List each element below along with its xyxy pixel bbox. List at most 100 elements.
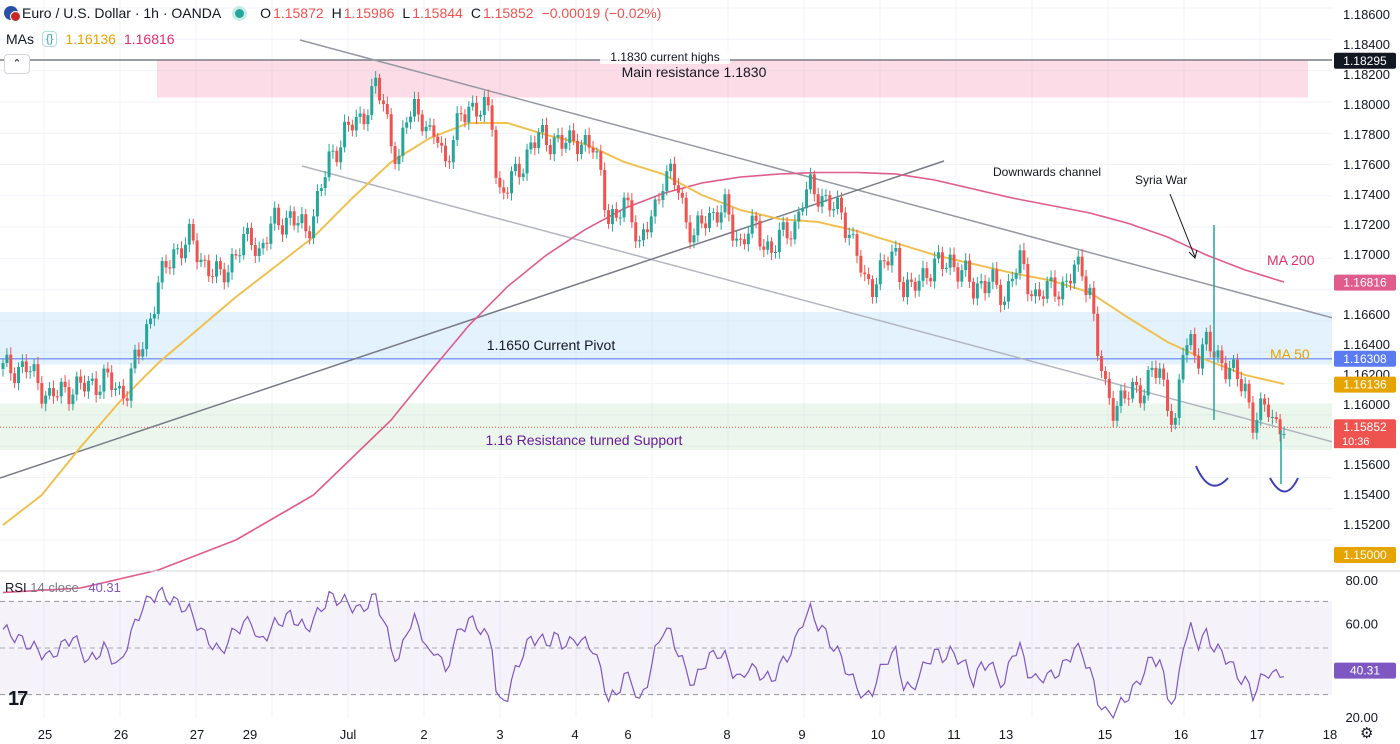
candle-body [692, 235, 696, 243]
candle-body [742, 239, 746, 245]
candle-body [1228, 367, 1232, 380]
candle-body [428, 125, 432, 127]
bottom-marker [1195, 465, 1229, 487]
candle-body [770, 241, 774, 253]
candle-body [711, 212, 715, 214]
candle-body [110, 372, 114, 391]
candle-body [129, 368, 133, 401]
price-tag [1334, 274, 1396, 291]
candle-body [560, 134, 564, 149]
candle-body [296, 222, 300, 226]
candle-body [517, 163, 521, 178]
high-value: 1.15986 [343, 5, 395, 21]
candle-body [801, 208, 805, 212]
candle-body [999, 284, 1003, 305]
candle-body [44, 395, 48, 404]
candle-body [587, 134, 591, 148]
candle-body [401, 127, 405, 156]
price-tick-label: 1.15200 [1343, 517, 1390, 532]
candle-body [1158, 368, 1162, 378]
ma-legend[interactable]: MAs {} 1.16136 1.16816 [6, 31, 175, 47]
candle-body [599, 151, 603, 170]
code-icon[interactable]: {} [42, 31, 58, 47]
candle-body [444, 145, 448, 162]
candle-body [327, 151, 331, 178]
candle-body [494, 129, 498, 178]
candle-body [1127, 398, 1131, 400]
candle-body [777, 229, 781, 253]
candle-body [1255, 420, 1259, 433]
countdown-label: 10:36 [1342, 436, 1370, 448]
candle-body [839, 197, 843, 213]
price-tick-label: 1.18400 [1343, 37, 1390, 52]
channel-upper-line [299, 39, 1334, 319]
ma50-label: MA 50 [1270, 346, 1310, 362]
candle-body [230, 254, 234, 273]
close-value: 1.15852 [482, 5, 534, 21]
time-tick-label: 11 [947, 727, 961, 742]
candle-body [1, 363, 5, 369]
candle-body [874, 284, 878, 297]
candle-body [727, 194, 731, 215]
candle-body [696, 215, 700, 236]
candle-body [576, 140, 580, 155]
candle-body [995, 269, 999, 285]
candle-body [983, 281, 987, 294]
candle-body [24, 361, 28, 372]
candle-body [331, 150, 335, 152]
candle-body [626, 197, 630, 201]
candle-body [40, 383, 44, 404]
candle-body [991, 269, 995, 282]
candle-body [634, 222, 638, 242]
rsi-legend[interactable]: RSI 14 close 40.31 [5, 580, 121, 595]
candle-body [618, 217, 622, 219]
candle-body [180, 248, 184, 259]
collapse-legend-button[interactable]: ⌃ [4, 54, 30, 74]
candle-body [929, 277, 933, 282]
gear-icon[interactable]: ⚙ [1360, 725, 1374, 742]
candle-body [987, 281, 991, 294]
candle-body [1200, 344, 1204, 369]
candle-body [933, 258, 937, 282]
candle-body [168, 267, 172, 269]
candle-body [397, 155, 401, 164]
candle-body [707, 213, 711, 229]
candle-body [882, 260, 886, 262]
candle-body [851, 234, 855, 236]
price-tick-label: 1.18200 [1343, 67, 1390, 82]
candle-body [436, 136, 440, 143]
chevron-up-icon: ⌃ [12, 58, 22, 70]
candle-body [758, 220, 762, 247]
candle-body [1053, 277, 1057, 297]
candle-body [1259, 398, 1263, 421]
candle-body [478, 114, 482, 117]
symbol-title[interactable]: Euro / U.S. Dollar · 1h · OANDA [22, 5, 222, 21]
candle-body [513, 163, 517, 172]
price-axis [1332, 0, 1400, 744]
rsi-settings: 14 close [30, 580, 79, 595]
candle-body [1224, 363, 1228, 380]
candle-body [86, 380, 90, 392]
candle-body [607, 210, 611, 225]
price-tick-label: 1.16400 [1343, 337, 1390, 352]
candle-body [94, 378, 98, 396]
rsi-label: RSI [5, 580, 27, 595]
candle-body [968, 260, 972, 282]
candle-body [265, 242, 269, 244]
candle-body [1166, 379, 1170, 411]
candle-body [1193, 333, 1197, 356]
ma200-label: MA 200 [1267, 252, 1315, 268]
price-tick-label: 1.15400 [1343, 487, 1390, 502]
candle-body [975, 283, 979, 299]
candle-body [789, 238, 793, 240]
candle-body [878, 260, 882, 285]
candle-body [106, 368, 110, 373]
candle-body [673, 163, 677, 186]
candle-body [1278, 419, 1282, 435]
price-tag-label: 1.15000 [1343, 548, 1387, 562]
time-tick-label: Jul [340, 727, 357, 742]
tradingview-logo-icon[interactable]: 17 [8, 688, 28, 710]
countdown-tag [1334, 434, 1396, 449]
candle-body [579, 144, 583, 155]
